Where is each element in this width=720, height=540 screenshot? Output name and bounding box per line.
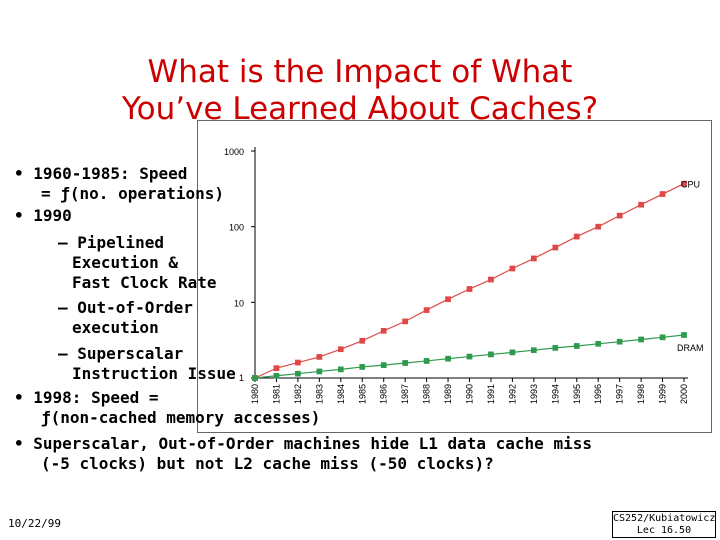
x-tick-label: 1990 <box>465 384 475 404</box>
cpu-data-point <box>659 191 666 197</box>
dram-data-point <box>295 370 301 377</box>
bullet-speed-1960: • 1960-1985: Speed <box>14 164 188 183</box>
x-tick-label: 1983 <box>314 384 324 404</box>
dram-data-point <box>681 332 687 338</box>
cpu-data-point <box>337 346 344 353</box>
cpu-data-point <box>488 276 494 283</box>
dram-data-point <box>466 353 473 360</box>
y-tick-label: 1000 <box>224 147 244 157</box>
footer-date: 10/22/99 <box>8 517 61 530</box>
x-tick-label: 1996 <box>593 384 603 404</box>
x-tick-label: 1985 <box>357 384 367 404</box>
dram-data-point <box>252 375 258 381</box>
dram-data-point <box>552 345 559 351</box>
cpu-data-point <box>295 359 301 366</box>
chart-frame <box>197 120 712 433</box>
dram-data-point <box>380 362 387 368</box>
dram-data-point <box>531 347 537 354</box>
sub-bullet-pipelined: – Pipelined <box>58 233 164 252</box>
footer-lecture: Lec 16.50 <box>636 525 692 536</box>
y-tick-label: 1 <box>239 373 244 383</box>
x-tick-label: 1995 <box>572 384 582 404</box>
cpu-data-point <box>573 233 580 240</box>
performance-chart: 1 10 100 1000 1980 1981 1982 1983 1984 1985 1986 19… <box>197 120 712 433</box>
sub-bullet-out-of-order: – Out-of-Order <box>58 298 193 317</box>
cpu-data-point <box>316 354 323 360</box>
dram-data-point <box>445 355 451 362</box>
x-tick-label: 1992 <box>507 384 517 404</box>
slide-title: What is the Impact of What You’ve Learne… <box>0 54 720 128</box>
cpu-data-point <box>509 265 516 272</box>
cpu-data-point <box>531 255 537 262</box>
x-tick-label: 1994 <box>550 384 560 404</box>
cpu-data-point <box>681 180 687 187</box>
dram-data-point <box>509 349 516 356</box>
cpu-data-point <box>638 201 644 208</box>
dram-data-point <box>337 366 344 373</box>
sub-bullet-out-of-order-cont: execution <box>72 318 159 337</box>
x-tick-label: 1982 <box>293 384 303 404</box>
x-tick-label: 1986 <box>379 384 389 404</box>
bullet-1990: • 1990 <box>14 206 72 225</box>
x-tick-label: 1984 <box>336 384 346 404</box>
bullet-speed-1998: • 1998: Speed = <box>14 388 159 407</box>
y-tick-label: 100 <box>229 223 244 233</box>
cpu-data-point <box>466 286 473 292</box>
x-tick-label: 1999 <box>658 384 668 404</box>
sub-bullet-pipelined-cont: Execution & <box>72 253 178 272</box>
dram-series-label: DRAM <box>677 343 704 353</box>
dram-data-point <box>359 364 366 370</box>
x-tick-label: 1997 <box>615 384 625 404</box>
x-tick-label: 2000 <box>679 384 689 404</box>
bullet-speed-1998-cont: ƒ(non-cached memory accesses) <box>41 408 321 427</box>
cpu-data-point <box>423 307 430 313</box>
dram-data-point <box>316 368 323 375</box>
cpu-data-point <box>595 223 602 230</box>
cpu-data-point <box>616 212 623 219</box>
title-line-1: What is the Impact of What <box>147 54 573 90</box>
dram-data-point <box>423 358 430 364</box>
dram-data-point <box>616 338 623 345</box>
dram-data-point <box>659 334 666 341</box>
x-tick-label: 1980 <box>250 384 260 404</box>
dram-data-point <box>638 336 644 343</box>
dram-data-point <box>488 351 494 358</box>
cpu-data-point <box>552 244 559 251</box>
y-tick-label: 10 <box>234 298 244 308</box>
sub-bullet-superscalar: – Superscalar <box>58 344 184 363</box>
cpu-data-point <box>402 318 409 325</box>
footer-course: CS252/Kubiatowicz <box>613 513 716 524</box>
x-tick-label: 1998 <box>636 384 646 404</box>
sub-bullet-superscalar-cont: Instruction Issue <box>72 364 236 383</box>
x-tick-label: 1993 <box>529 384 539 404</box>
cpu-data-point <box>380 327 387 334</box>
footer-course-box: CS252/Kubiatowicz Lec 16.50 <box>612 511 716 538</box>
x-tick-label: 1981 <box>271 384 281 404</box>
sub-bullet-pipelined-cont2: Fast Clock Rate <box>72 273 217 292</box>
dram-data-point <box>573 343 580 349</box>
cpu-data-point <box>445 296 451 303</box>
plot-area: 1 10 100 1000 1980 1981 1982 1983 1984 1985 1986 19… <box>224 147 704 404</box>
dram-data-point <box>595 340 602 347</box>
x-tick-label: 1991 <box>486 384 496 404</box>
cpu-series-label: CPU <box>681 180 700 190</box>
bullet-superscalar-hide: • Superscalar, Out-of-Order machines hid… <box>14 434 592 453</box>
x-tick-label: 1988 <box>422 384 432 404</box>
bullet-speed-1960-cont: = ƒ(no. operations) <box>41 184 225 203</box>
x-tick-label: 1987 <box>400 384 410 404</box>
bullet-superscalar-hide-cont: (-5 clocks) but not L2 cache miss (-50 c… <box>41 454 494 473</box>
dram-data-point <box>273 372 280 379</box>
x-tick-label: 1989 <box>443 384 453 404</box>
dram-data-point <box>402 360 409 366</box>
cpu-data-point <box>359 337 366 344</box>
cpu-data-point <box>273 365 280 371</box>
